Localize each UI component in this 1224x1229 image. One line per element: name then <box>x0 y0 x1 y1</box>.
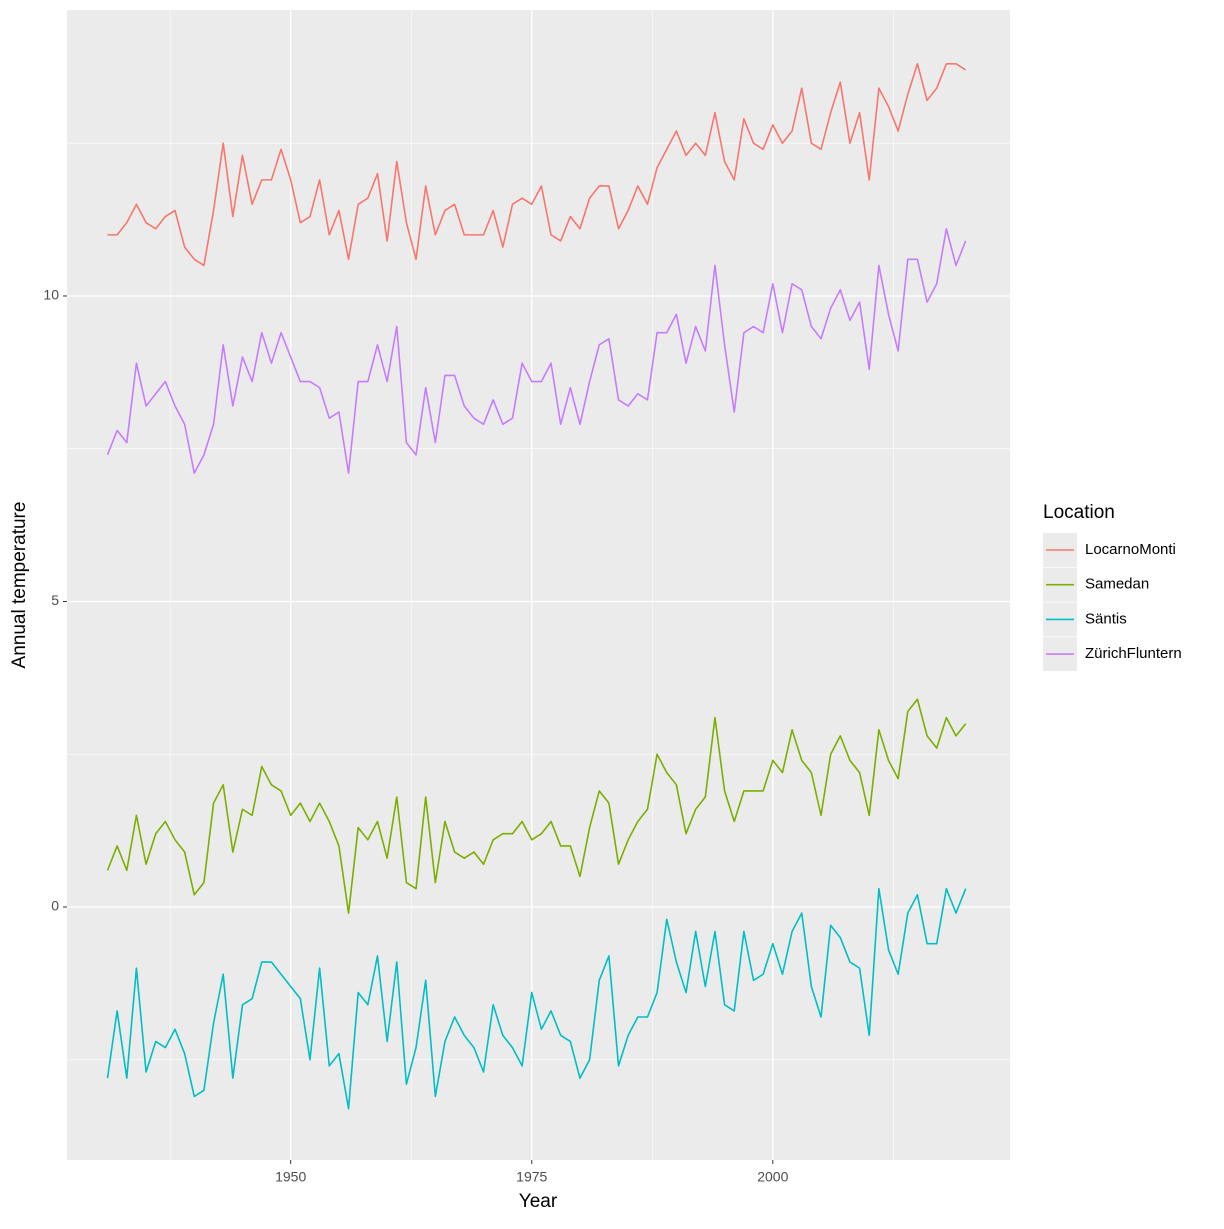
series-line <box>106 887 967 1110</box>
series-line <box>106 698 967 914</box>
legend-label: ZürichFluntern <box>1085 645 1182 662</box>
y-tick-label: 10 <box>43 287 59 303</box>
series-line <box>107 62 967 267</box>
x-axis-title: Year <box>519 1191 558 1212</box>
series-line <box>106 227 967 474</box>
y-tick-label: 5 <box>51 592 59 608</box>
legend-label: Säntis <box>1085 610 1127 627</box>
x-tick-label: 2000 <box>757 1169 788 1185</box>
x-tick-label: 1975 <box>516 1169 547 1185</box>
x-tick-label: 1950 <box>275 1169 306 1185</box>
legend-title: Location <box>1043 502 1115 523</box>
y-axis-title: Annual temperature <box>9 502 30 669</box>
legend-label: Samedan <box>1085 576 1149 593</box>
panel <box>67 10 1010 1160</box>
y-tick-label: 0 <box>51 898 59 914</box>
legend-label: LocarnoMonti <box>1085 541 1176 558</box>
